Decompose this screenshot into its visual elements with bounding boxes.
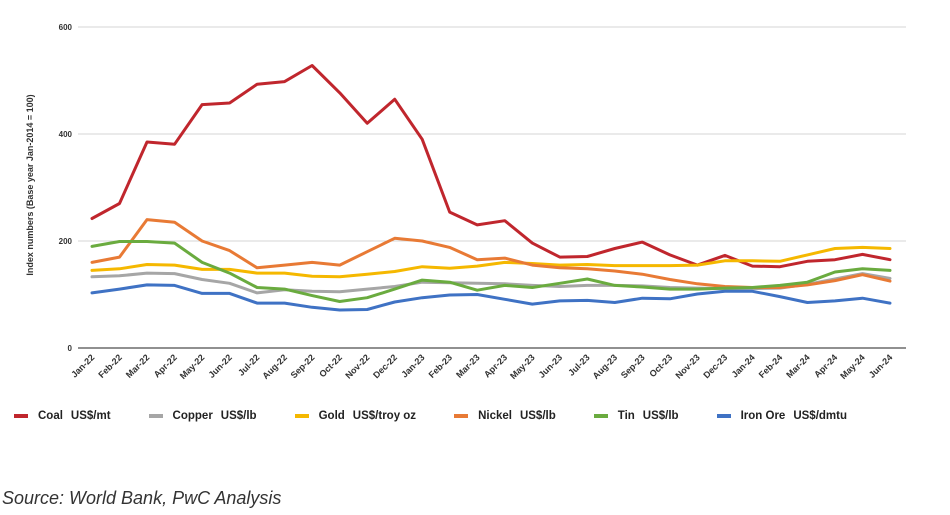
x-tick-label: Aug-23 (591, 352, 620, 381)
y-axis-label: Index numbers (Base year Jan-2014 = 100) (25, 94, 35, 275)
x-tick-label: Jun-22 (206, 352, 234, 380)
legend-item-tin: Tin US$/lb (593, 410, 679, 422)
legend-label: Nickel (478, 410, 512, 422)
legend-swatch-iron-ore (716, 414, 731, 418)
legend-label: Iron Ore (740, 410, 786, 422)
series-iron-ore (90, 283, 892, 312)
y-tick-label: 0 (68, 344, 73, 353)
series-line-iron-ore (90, 283, 892, 312)
x-tick-label: Jul-22 (236, 352, 261, 377)
y-tick-label: 600 (59, 23, 73, 32)
legend-unit: US$/lb (519, 410, 556, 422)
x-tick-label: Jun-24 (867, 352, 895, 380)
legend-swatch-nickel (454, 414, 469, 418)
legend-unit: US$/dmtu (793, 410, 847, 422)
x-tick-label: Aug-22 (260, 352, 289, 381)
x-tick-label: Mar-22 (124, 352, 152, 380)
series-gold (90, 245, 892, 279)
legend-label: Coal (38, 410, 63, 422)
x-tick-label: Oct-23 (647, 352, 674, 379)
series-lines (90, 64, 892, 312)
series-line-gold (90, 245, 892, 279)
series-copper (90, 271, 892, 295)
gridlines (78, 26, 906, 242)
x-tick-label: Feb-23 (427, 352, 455, 380)
x-tick-label: Mar-23 (454, 352, 482, 380)
y-axis-ticks: 0 200 400 600 (59, 23, 73, 353)
x-tick-label: Dec-23 (701, 352, 729, 380)
series-line-coal (90, 64, 892, 269)
legend-unit: US$/mt (70, 410, 111, 422)
x-tick-label: Jul-23 (566, 352, 591, 377)
series-coal (90, 64, 892, 269)
legend: Coal US$/mt Copper US$/lb Gold US$/troy oz Nic… (14, 410, 885, 422)
x-tick-label: Jun-23 (537, 352, 565, 380)
legend-swatch-copper (148, 414, 163, 418)
x-tick-label: Apr-23 (482, 352, 509, 379)
x-tick-label: Sep-22 (289, 352, 317, 380)
legend-unit: US$/lb (220, 410, 257, 422)
legend-label: Copper (172, 410, 213, 422)
x-tick-label: Oct-22 (317, 352, 344, 379)
series-line-nickel (90, 218, 892, 289)
x-tick-label: Feb-24 (757, 352, 785, 380)
series-line-tin (90, 240, 892, 303)
x-tick-label: May-23 (508, 352, 537, 381)
legend-item-copper: Copper US$/lb (148, 410, 257, 422)
x-tick-label: Feb-22 (96, 352, 124, 380)
x-tick-label: Dec-22 (371, 352, 399, 380)
legend-unit: US$/lb (642, 410, 679, 422)
x-tick-label: Jan-24 (730, 352, 757, 379)
x-tick-label: Jan-23 (399, 352, 426, 379)
y-tick-label: 400 (59, 130, 73, 139)
x-tick-label: Nov-23 (673, 352, 701, 380)
y-tick-label: 200 (59, 237, 73, 246)
legend-item-iron-ore: Iron Ore US$/dmtu (716, 410, 847, 422)
x-tick-label: Apr-24 (812, 352, 839, 379)
x-tick-label: Nov-22 (343, 352, 371, 380)
legend-item-coal: Coal US$/mt (14, 410, 111, 422)
legend-swatch-tin (593, 414, 608, 418)
series-nickel (90, 218, 892, 289)
legend-swatch-coal (14, 414, 28, 418)
x-tick-label: May-24 (838, 352, 867, 381)
legend-label: Gold (318, 410, 345, 422)
x-tick-label: Mar-24 (784, 352, 812, 380)
legend-unit: US$/troy oz (352, 410, 417, 422)
x-tick-label: Jan-22 (69, 352, 96, 379)
line-chart: 0 200 400 600 Index numbers (Base year Jan-… (25, 23, 906, 381)
x-tick-label: Apr-22 (152, 352, 179, 379)
series-tin (90, 240, 892, 303)
legend-item-gold: Gold US$/troy oz (294, 410, 417, 422)
x-tick-label: May-22 (178, 352, 207, 381)
source-note: Source: World Bank, PwC Analysis (2, 488, 282, 508)
legend-item-nickel: Nickel US$/lb (454, 410, 556, 422)
series-line-copper (90, 271, 892, 295)
x-tick-label: Sep-23 (619, 352, 647, 380)
legend-swatch-gold (294, 414, 309, 418)
legend-label: Tin (617, 410, 635, 422)
